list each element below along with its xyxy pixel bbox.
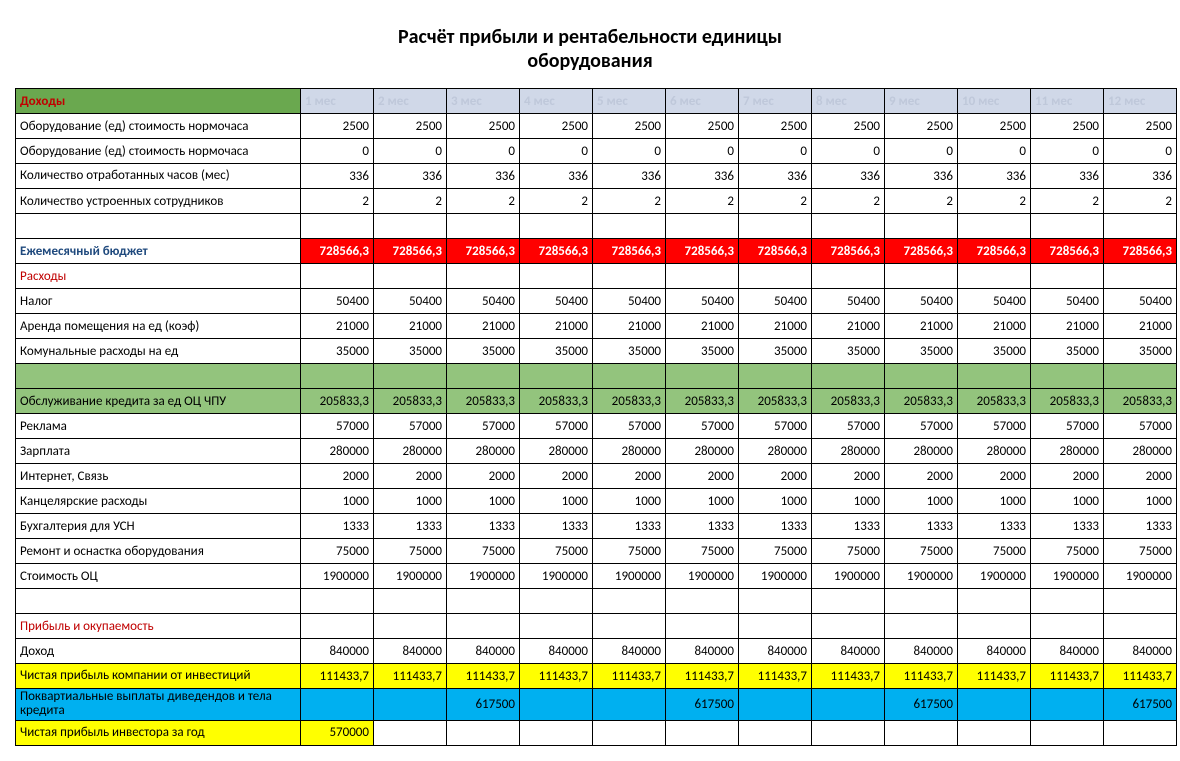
row-label-budget: Ежемесячный бюджет — [16, 239, 301, 264]
month-header: 6 мес — [666, 89, 739, 114]
month-header: 12 мес — [1104, 89, 1177, 114]
month-header: 4 мес — [520, 89, 593, 114]
row-netprof: Чистая прибыль компании от инвестиций111… — [16, 664, 1177, 689]
row-salary: Зарплата28000028000028000028000028000028… — [16, 439, 1177, 464]
page-title: Расчёт прибыли и рентабельности единицы … — [15, 25, 1165, 73]
month-header: 9 мес — [885, 89, 958, 114]
row-equip1: Оборудование (ед) стоимость нормочаса250… — [16, 114, 1177, 139]
month-header: 3 мес — [447, 89, 520, 114]
row-label-revenue: Доход — [16, 639, 301, 664]
row-staff: Количество устроенных сотрудников2222222… — [16, 189, 1177, 214]
profit-header: Прибыль и окупаемость — [16, 614, 301, 639]
row-office: Канцелярские расходы10001000100010001000… — [16, 489, 1177, 514]
row-budget: Ежемесячный бюджет728566,3728566,3728566… — [16, 239, 1177, 264]
row-label-quart: Поквартиальные выплаты диведендов и тела… — [16, 689, 301, 721]
month-header: 8 мес — [812, 89, 885, 114]
row-label-tax: Налог — [16, 289, 301, 314]
row-label-office: Канцелярские расходы — [16, 489, 301, 514]
month-header: 10 мес — [958, 89, 1031, 114]
row-acct: Бухгалтерия для УСН133313331333133313331… — [16, 514, 1177, 539]
row-equip2: Оборудование (ед) стоимость нормочаса000… — [16, 139, 1177, 164]
row-label-hours: Количество отработанных часов (мес) — [16, 164, 301, 189]
month-header: 7 мес — [739, 89, 812, 114]
row-inet: Интернет, Связь2000200020002000200020002… — [16, 464, 1177, 489]
row-label-inet: Интернет, Связь — [16, 464, 301, 489]
row-hours: Количество отработанных часов (мес)33633… — [16, 164, 1177, 189]
row-label-ads: Реклама — [16, 414, 301, 439]
row-label-credit: Обслуживание кредита за ед ОЦ ЧПУ — [16, 389, 301, 414]
income-header: Доходы — [16, 89, 301, 114]
month-header: 11 мес — [1031, 89, 1104, 114]
month-header: 5 мес — [593, 89, 666, 114]
row-repair: Ремонт и оснастка оборудования7500075000… — [16, 539, 1177, 564]
row-util: Комунальные расходы на ед350003500035000… — [16, 339, 1177, 364]
row-rent: Аренда помещения на ед (коэф)21000210002… — [16, 314, 1177, 339]
row-label-inv: Чистая прибыль инвестора за год — [16, 720, 301, 745]
row-label-repair: Ремонт и оснастка оборудования — [16, 539, 301, 564]
month-header: 1 мес — [301, 89, 374, 114]
expenses-header: Расходы — [16, 264, 301, 289]
row-label-acct: Бухгалтерия для УСН — [16, 514, 301, 539]
month-header: 2 мес — [374, 89, 447, 114]
row-ads: Реклама570005700057000570005700057000570… — [16, 414, 1177, 439]
row-label-util: Комунальные расходы на ед — [16, 339, 301, 364]
row-quart: Поквартиальные выплаты диведендов и тела… — [16, 689, 1177, 721]
row-inv: Чистая прибыль инвестора за год570000 — [16, 720, 1177, 745]
row-label-equip2: Оборудование (ед) стоимость нормочаса — [16, 139, 301, 164]
row-credit: Обслуживание кредита за ед ОЦ ЧПУ205833,… — [16, 389, 1177, 414]
row-label-cost: Стоимость ОЦ — [16, 564, 301, 589]
row-label-netprof: Чистая прибыль компании от инвестиций — [16, 664, 301, 689]
row-label-equip1: Оборудование (ед) стоимость нормочаса — [16, 114, 301, 139]
row-label-salary: Зарплата — [16, 439, 301, 464]
row-cost: Стоимость ОЦ1900000190000019000001900000… — [16, 564, 1177, 589]
row-revenue: Доход84000084000084000084000084000084000… — [16, 639, 1177, 664]
profit-table: Доходы1 мес2 мес3 мес4 мес5 мес6 мес7 ме… — [15, 88, 1177, 746]
row-label-rent: Аренда помещения на ед (коэф) — [16, 314, 301, 339]
row-tax: Налог50400504005040050400504005040050400… — [16, 289, 1177, 314]
row-label-staff: Количество устроенных сотрудников — [16, 189, 301, 214]
